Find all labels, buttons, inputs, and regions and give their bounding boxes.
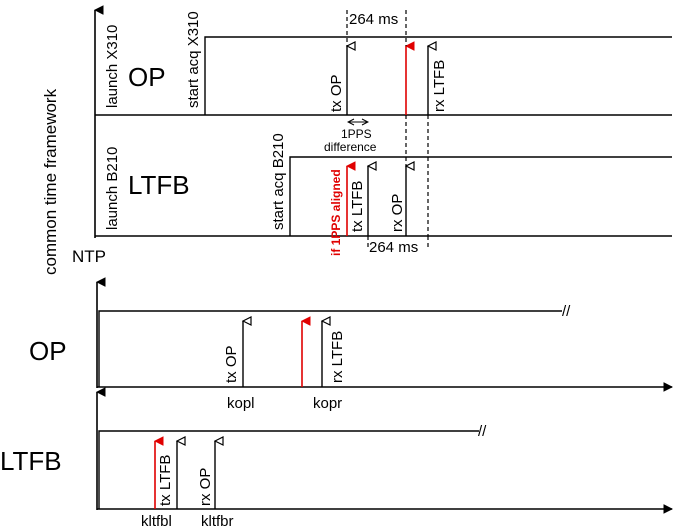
bottom-ltfb-timeline: // LTFB tx LTFB rx OP kltfbl kltfbr	[0, 392, 672, 529]
delay-bottom-label: 264 ms	[369, 239, 418, 256]
rx-op-label-bottom: rx OP	[197, 468, 214, 506]
delay-top-label: 264 ms	[349, 11, 398, 28]
ltfb-acq-step-bottom	[98, 430, 479, 509]
op-label-top: OP	[128, 62, 166, 92]
tx-op-label: tx OP	[328, 74, 345, 112]
rx-op-label-top: rx OP	[389, 194, 406, 232]
pps-diff-line1: 1PPS	[341, 127, 372, 141]
tx-ltfb-label-top: tx LTFB	[349, 181, 366, 232]
rx-ltfb-label-bottom: rx LTFB	[329, 331, 346, 383]
ltfb-acq-step	[289, 156, 672, 236]
op-acq-step	[204, 36, 672, 115]
ntp-label: NTP	[72, 247, 106, 266]
op-break-mark: //	[562, 303, 571, 320]
launch-x310: launch X310	[104, 25, 121, 108]
start-acq-x310: start acq X310	[185, 11, 202, 108]
pps-diff-line2: difference	[324, 140, 377, 154]
rx-ltfb-label: rx LTFB	[431, 60, 448, 112]
kltfbr-label: kltfbr	[201, 513, 234, 529]
y-axis-label: common time framework	[41, 88, 60, 275]
kopr-label: kopr	[313, 395, 342, 412]
bottom-op-timeline: // OP tx OP rx LTFB kopl kopr	[29, 282, 672, 412]
pps-aligned-note: if 1PPS aligned	[329, 169, 343, 256]
start-acq-b210: start acq B210	[270, 133, 287, 230]
tx-op-label-bottom: tx OP	[223, 345, 240, 383]
op-acq-step-bottom	[98, 310, 562, 387]
ltfb-break-mark: //	[478, 423, 487, 440]
ltfb-label-bottom: LTFB	[0, 446, 62, 476]
kltfbl-label: kltfbl	[141, 513, 172, 529]
launch-b210: launch B210	[104, 147, 121, 230]
kopl-label: kopl	[227, 395, 255, 412]
op-label-bottom: OP	[29, 336, 67, 366]
tx-ltfb-label-bottom: tx LTFB	[157, 455, 174, 506]
top-timeline: common time framework NTP OP launch X310…	[41, 10, 672, 275]
ltfb-label-top: LTFB	[128, 170, 190, 200]
